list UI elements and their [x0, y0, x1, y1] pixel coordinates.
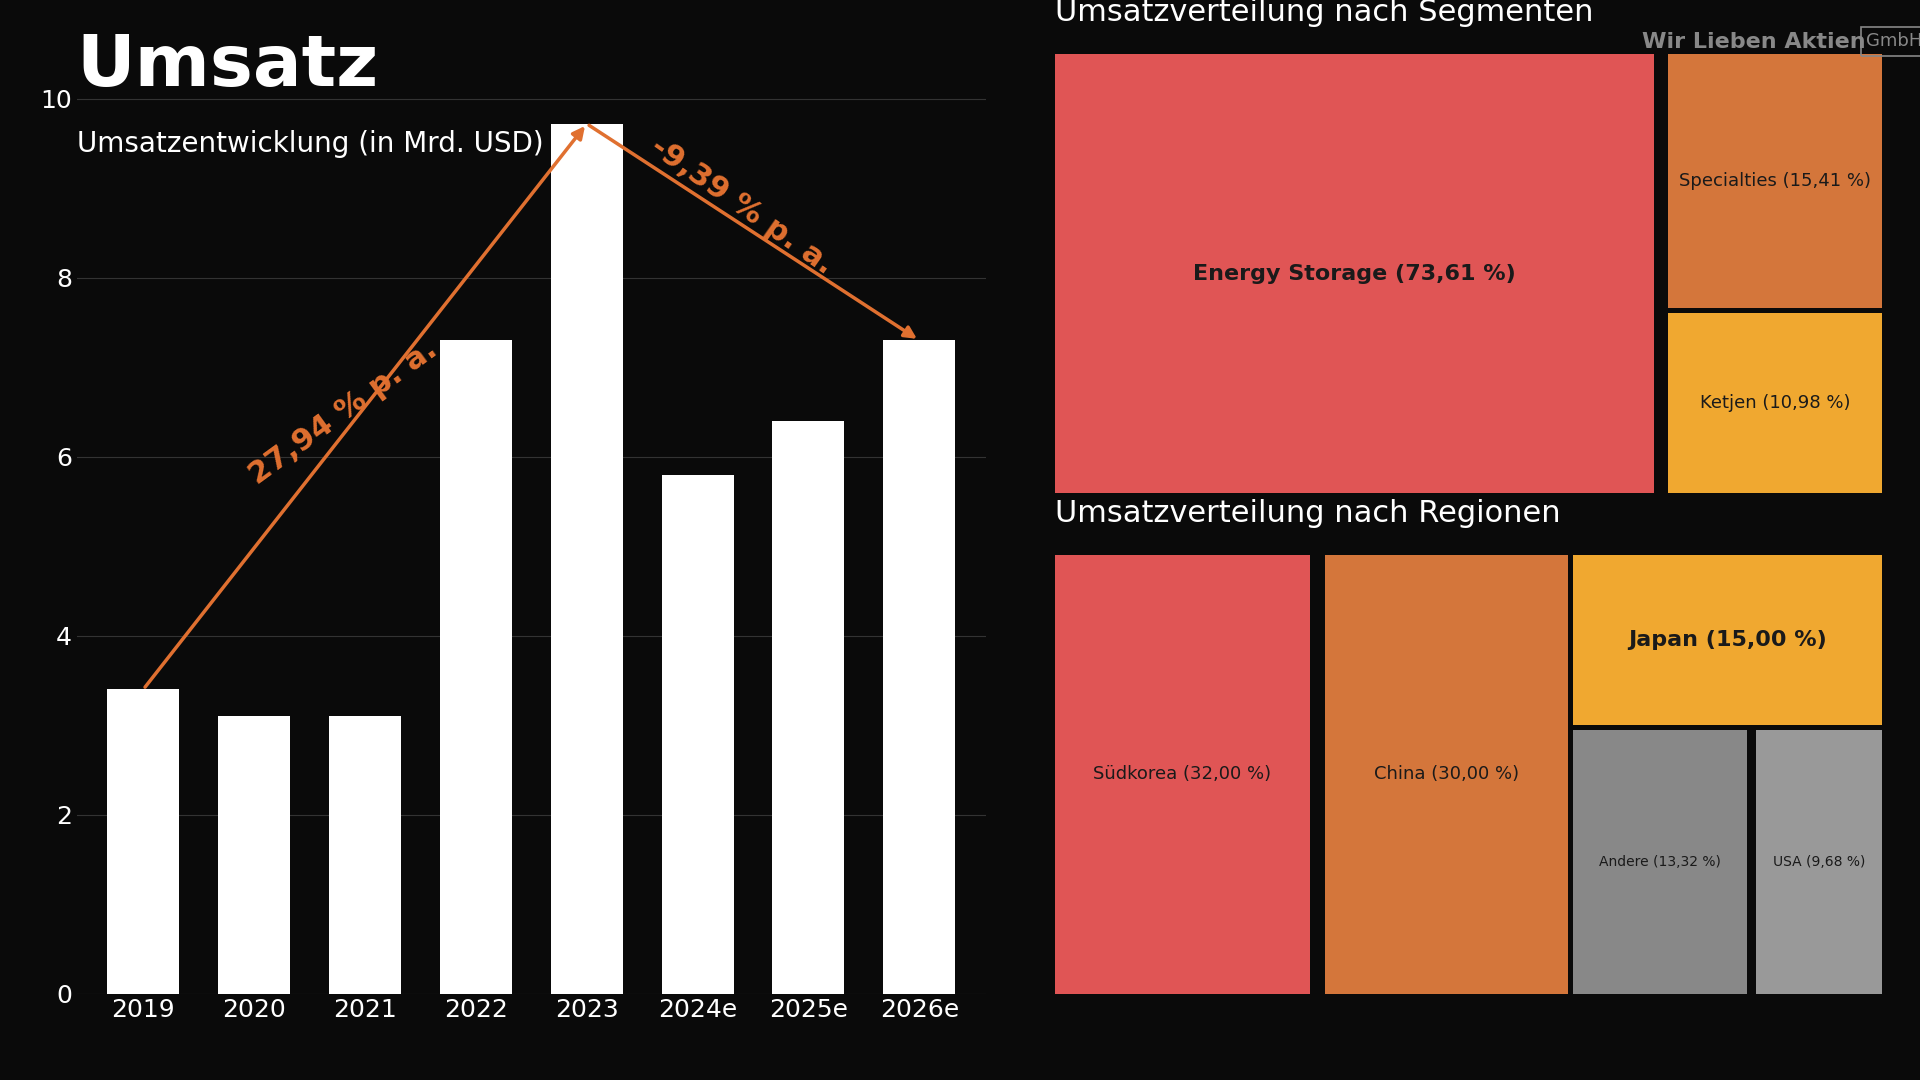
Text: Specialties (15,41 %): Specialties (15,41 %) — [1678, 172, 1870, 190]
Text: -9,39 % p. a.: -9,39 % p. a. — [645, 132, 839, 280]
Bar — [772, 421, 845, 994]
Text: Umsatzverteilung nach Regionen: Umsatzverteilung nach Regionen — [1056, 499, 1561, 527]
Text: Umsatzverteilung nach Segmenten: Umsatzverteilung nach Segmenten — [1056, 0, 1594, 27]
Bar — [551, 124, 622, 994]
Text: Japan (15,00 %): Japan (15,00 %) — [1628, 630, 1826, 650]
Text: Umsatzentwicklung (in Mrd. USD): Umsatzentwicklung (in Mrd. USD) — [77, 130, 543, 158]
Bar — [662, 474, 733, 994]
Text: Wir Lieben Aktien: Wir Lieben Aktien — [1642, 32, 1864, 53]
Bar — [328, 716, 401, 994]
FancyBboxPatch shape — [1668, 54, 1882, 308]
FancyBboxPatch shape — [1572, 554, 1882, 725]
Text: USA (9,68 %): USA (9,68 %) — [1772, 855, 1864, 869]
Text: Energy Storage (73,61 %): Energy Storage (73,61 %) — [1192, 264, 1515, 284]
Text: Umsatz: Umsatz — [77, 32, 378, 102]
FancyBboxPatch shape — [1056, 54, 1653, 494]
FancyBboxPatch shape — [1325, 554, 1567, 994]
Text: GmbH: GmbH — [1866, 32, 1920, 51]
FancyBboxPatch shape — [1572, 730, 1747, 994]
Bar — [219, 716, 290, 994]
FancyBboxPatch shape — [1668, 313, 1882, 494]
Bar — [883, 340, 956, 994]
Text: China (30,00 %): China (30,00 %) — [1373, 765, 1519, 783]
Text: Andere (13,32 %): Andere (13,32 %) — [1599, 855, 1720, 869]
Text: Südkorea (32,00 %): Südkorea (32,00 %) — [1092, 765, 1271, 783]
FancyBboxPatch shape — [1056, 554, 1309, 994]
Text: 27,94 % p. a.: 27,94 % p. a. — [244, 334, 442, 489]
Bar — [108, 689, 179, 994]
Text: Ketjen (10,98 %): Ketjen (10,98 %) — [1699, 394, 1851, 413]
Bar — [440, 340, 513, 994]
FancyBboxPatch shape — [1757, 730, 1882, 994]
